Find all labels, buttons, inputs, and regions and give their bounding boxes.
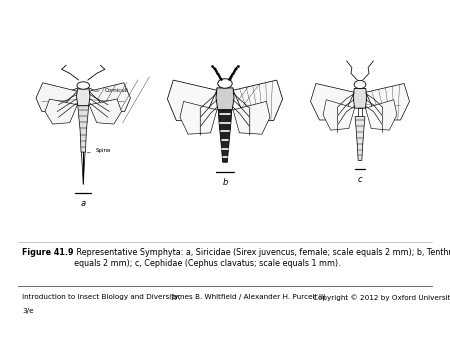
Text: a: a bbox=[81, 199, 86, 209]
Text: Representative Symphyta: a, Siricidae (Sirex juvencus, female; scale equals 2 mm: Representative Symphyta: a, Siricidae (S… bbox=[74, 248, 450, 268]
Text: Spine: Spine bbox=[87, 148, 111, 153]
Polygon shape bbox=[167, 80, 217, 121]
Polygon shape bbox=[89, 83, 130, 112]
Text: Corniculi: Corniculi bbox=[94, 88, 129, 93]
Polygon shape bbox=[310, 83, 354, 120]
Polygon shape bbox=[218, 110, 232, 162]
Polygon shape bbox=[76, 89, 90, 106]
Polygon shape bbox=[45, 99, 77, 124]
Ellipse shape bbox=[354, 80, 366, 89]
Text: Figure 41.9: Figure 41.9 bbox=[22, 248, 74, 257]
Ellipse shape bbox=[218, 79, 232, 88]
Text: b: b bbox=[222, 178, 228, 188]
Polygon shape bbox=[353, 89, 367, 108]
Polygon shape bbox=[365, 100, 397, 130]
Text: Introduction to Insect Biology and Diversity,: Introduction to Insect Biology and Diver… bbox=[22, 294, 181, 300]
Polygon shape bbox=[233, 101, 270, 134]
Text: Copyright © 2012 by Oxford University Press, Inc.: Copyright © 2012 by Oxford University Pr… bbox=[313, 294, 450, 301]
Text: 3/e: 3/e bbox=[22, 308, 34, 314]
Polygon shape bbox=[78, 106, 89, 152]
Polygon shape bbox=[216, 88, 234, 110]
Polygon shape bbox=[355, 117, 365, 161]
Polygon shape bbox=[36, 83, 77, 112]
Polygon shape bbox=[233, 80, 283, 121]
Ellipse shape bbox=[77, 82, 90, 89]
Polygon shape bbox=[323, 100, 355, 130]
Polygon shape bbox=[89, 99, 122, 124]
Polygon shape bbox=[366, 83, 410, 120]
Text: James B. Whitfield / Alexander H. Purcell III: James B. Whitfield / Alexander H. Purcel… bbox=[171, 294, 325, 300]
Polygon shape bbox=[180, 101, 217, 134]
Text: c: c bbox=[358, 175, 362, 184]
